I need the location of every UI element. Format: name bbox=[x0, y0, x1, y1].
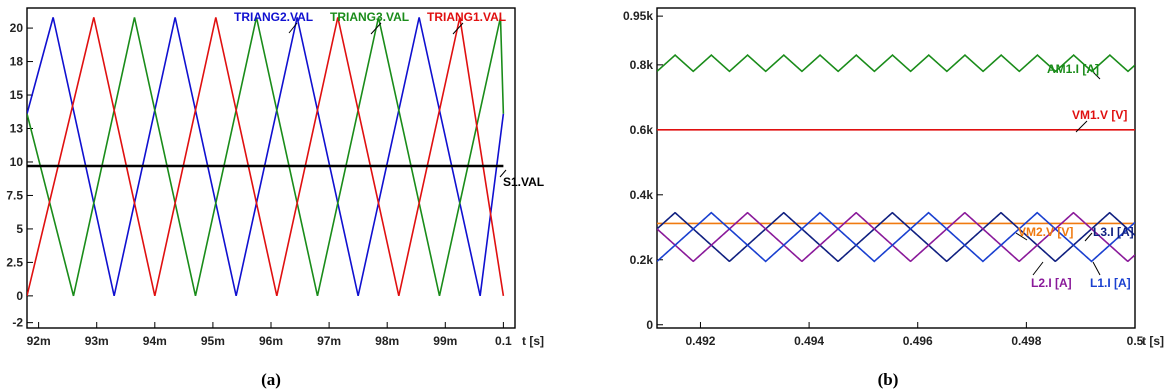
legend-label-l2: L2.I [A] bbox=[1031, 276, 1072, 290]
chart-a-y-tick-label: -2 bbox=[12, 316, 23, 330]
chart-a-caption: (a) bbox=[261, 370, 281, 389]
chart-a-x-tick-label: 92m bbox=[27, 334, 51, 348]
chart-a-x-tick-label: 95m bbox=[201, 334, 225, 348]
am1-label-leader bbox=[1092, 71, 1101, 80]
chart-a-x-tick-label: 0.1 bbox=[495, 334, 512, 348]
chart-b-y-tick-label: 0.4k bbox=[630, 188, 654, 202]
legend-label-triang2: TRIANG2.VAL bbox=[234, 10, 313, 24]
chart-b-plot-frame bbox=[656, 7, 1136, 329]
chart-a-x-tick-label: 99m bbox=[433, 334, 457, 348]
series-line-triang2-val bbox=[27, 17, 505, 297]
chart-a-y-tick-label: 18 bbox=[10, 55, 24, 69]
s1-label-leader bbox=[499, 169, 507, 178]
chart-a-x-tick-label: 93m bbox=[85, 334, 109, 348]
chart-a-x-unit-label: t [s] bbox=[522, 334, 544, 348]
chart-b-y-ticks: 0.95k 0.8k 0.6k 0.4k 0.2k 0 bbox=[623, 9, 663, 332]
series-line-l1-i-a bbox=[657, 211, 1135, 263]
chart-a-series bbox=[27, 17, 505, 297]
triang2-label-leader bbox=[288, 22, 298, 34]
chart-a-y-tick-label: 10 bbox=[10, 155, 24, 169]
chart-b-x-tick-label: 0.498 bbox=[1011, 334, 1041, 348]
chart-b-x-tick-label: 0.494 bbox=[794, 334, 824, 348]
chart-a-y-tick-label: 2.5 bbox=[6, 255, 23, 269]
chart-a-y-tick-label: 13 bbox=[10, 122, 24, 136]
chart-b-y-tick-label: 0.6k bbox=[630, 123, 654, 137]
l1-label-leader bbox=[1092, 261, 1101, 276]
series-line-triang1-val bbox=[27, 17, 505, 297]
legend-label-am1: AM1.I [A] bbox=[1047, 62, 1099, 76]
chart-a-series-labels: TRIANG2.VAL TRIANG3.VAL TRIANG1.VAL S1.V… bbox=[234, 10, 544, 189]
legend-label-vm2: VM2.V [V] bbox=[1018, 225, 1073, 239]
legend-label-l3: L3.I [A] bbox=[1093, 225, 1134, 239]
chart-b-caption: (b) bbox=[878, 370, 899, 389]
l3-label-leader bbox=[1084, 232, 1093, 242]
chart-a-y-tick-label: 0 bbox=[16, 289, 23, 303]
triang3-label-leader bbox=[370, 22, 382, 35]
chart-a-x-tick-label: 97m bbox=[317, 334, 341, 348]
legend-label-l1: L1.I [A] bbox=[1090, 276, 1131, 290]
legend-label-vm1: VM1.V [V] bbox=[1072, 108, 1127, 122]
series-line-l3-i-a bbox=[657, 211, 1135, 263]
vm1-label-leader bbox=[1075, 120, 1088, 133]
series-line-am1-i-a bbox=[657, 54, 1135, 73]
chart-a-y-tick-label: 7.5 bbox=[6, 188, 23, 202]
chart-b-x-unit-label: t [s] bbox=[1142, 334, 1164, 348]
vm2-label-leader bbox=[1015, 232, 1028, 241]
chart-a-x-tick-label: 98m bbox=[375, 334, 399, 348]
chart-b-x-ticks: 0.492 0.494 0.496 0.498 0.5 bbox=[685, 322, 1144, 348]
legend-label-triang3: TRIANG3.VAL bbox=[330, 10, 409, 24]
chart-b-series-labels: AM1.I [A] VM1.V [V] VM2.V [V] L3.I [A] L… bbox=[1015, 62, 1134, 290]
legend-label-triang1: TRIANG1.VAL bbox=[427, 10, 506, 24]
chart-b-x-tick-label: 0.5 bbox=[1127, 334, 1144, 348]
triang1-label-leader bbox=[452, 22, 464, 35]
chart-b-y-tick-label: 0.2k bbox=[630, 253, 654, 267]
chart-a-plot-frame bbox=[26, 7, 516, 329]
chart-b-y-tick-label: 0.95k bbox=[623, 9, 653, 23]
series-line-triang3-val bbox=[27, 17, 505, 297]
chart-b-series bbox=[657, 54, 1135, 263]
chart-a-y-ticks: 20 18 15 13 10 7.5 5 2.5 0 -2 bbox=[6, 21, 33, 330]
chart-b-y-tick-label: 0.8k bbox=[630, 58, 654, 72]
chart-b-y-tick-label: 0 bbox=[646, 318, 653, 332]
l2-label-leader bbox=[1032, 261, 1044, 276]
chart-a-y-tick-label: 5 bbox=[16, 222, 23, 236]
legend-label-s1: S1.VAL bbox=[503, 175, 544, 189]
chart-a-x-tick-label: 94m bbox=[143, 334, 167, 348]
chart-b-x-tick-label: 0.492 bbox=[685, 334, 715, 348]
chart-b-x-tick-label: 0.496 bbox=[903, 334, 933, 348]
chart-a-x-tick-label: 96m bbox=[259, 334, 283, 348]
chart-a-y-tick-label: 15 bbox=[10, 88, 24, 102]
chart-a-x-ticks: 92m 93m 94m 95m 96m 97m 98m 99m 0.1 bbox=[27, 322, 512, 348]
chart-a-y-tick-label: 20 bbox=[10, 21, 24, 35]
